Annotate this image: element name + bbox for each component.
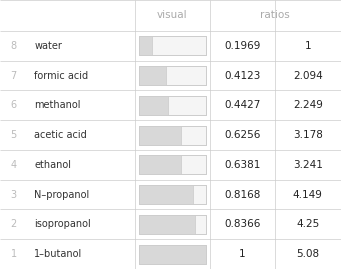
Text: 2.249: 2.249 [293,100,323,110]
Bar [139,96,168,115]
Bar [139,245,206,264]
Text: 5.08: 5.08 [296,249,319,259]
Text: 3.178: 3.178 [293,130,323,140]
Bar [139,96,206,115]
Bar [139,36,152,55]
Bar [139,96,206,115]
Bar [139,155,181,174]
Text: 0.8168: 0.8168 [224,190,260,200]
Text: 6: 6 [11,100,17,110]
Text: 0.8366: 0.8366 [224,219,260,229]
Bar [139,215,195,234]
Text: 7: 7 [11,70,17,81]
Bar [139,126,181,145]
Bar [139,245,206,264]
Text: 0.4123: 0.4123 [224,70,260,81]
Bar [139,126,206,145]
Text: 3: 3 [11,190,17,200]
Text: water: water [34,41,62,51]
Text: 1: 1 [11,249,17,259]
Text: acetic acid: acetic acid [34,130,87,140]
Bar [139,185,206,204]
Bar [139,215,206,234]
Text: 4.25: 4.25 [296,219,320,229]
Text: formic acid: formic acid [34,70,88,81]
Text: 4.149: 4.149 [293,190,323,200]
Text: N–propanol: N–propanol [34,190,89,200]
Bar [139,126,206,145]
Text: 1–butanol: 1–butanol [34,249,82,259]
Text: 0.1969: 0.1969 [224,41,260,51]
Text: ratios: ratios [261,10,290,20]
Bar [139,66,206,85]
Text: 1: 1 [239,249,246,259]
Bar [139,155,206,174]
Bar [139,215,206,234]
Text: 2.094: 2.094 [293,70,323,81]
Bar [139,185,206,204]
Bar [139,36,206,55]
Text: 8: 8 [11,41,17,51]
Bar [139,66,206,85]
Text: 2: 2 [11,219,17,229]
Text: ethanol: ethanol [34,160,71,170]
Bar [139,66,166,85]
Text: 0.6381: 0.6381 [224,160,260,170]
Bar [139,155,206,174]
Text: methanol: methanol [34,100,80,110]
Text: visual: visual [157,10,188,20]
Bar [139,245,206,264]
Bar [139,36,206,55]
Text: 5: 5 [11,130,17,140]
Text: 0.4427: 0.4427 [224,100,260,110]
Text: 4: 4 [11,160,17,170]
Text: 0.6256: 0.6256 [224,130,260,140]
Text: isopropanol: isopropanol [34,219,91,229]
Text: 1: 1 [305,41,311,51]
Bar [139,185,193,204]
Text: 3.241: 3.241 [293,160,323,170]
